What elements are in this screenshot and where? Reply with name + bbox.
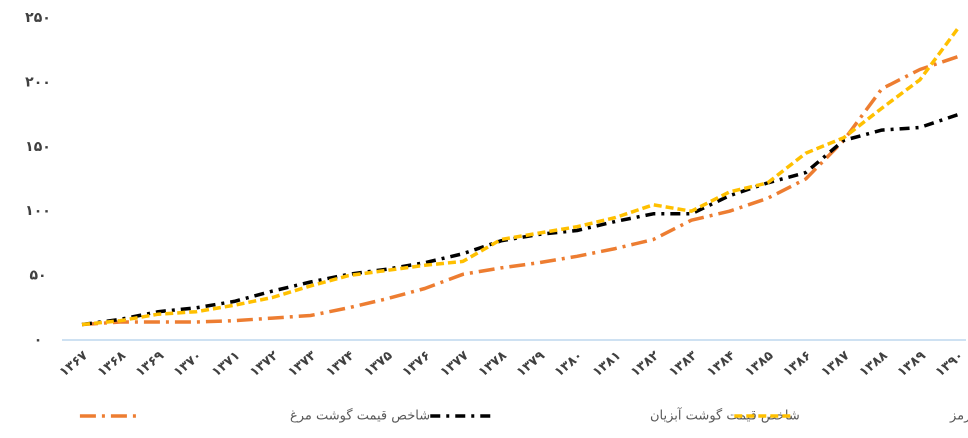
legend-label: شاخص قیمت گوشت مرغ (290, 408, 430, 424)
y-tick-label: ۱۵۰ (25, 139, 51, 155)
x-tick-label: ۱۳۷۱ (209, 348, 243, 380)
x-tick-label: ۱۳۸۹ (895, 348, 929, 380)
series-line (81, 54, 959, 327)
x-tick-label: ۱۳۷۴ (323, 348, 357, 380)
y-tick-label: ۲۰۰ (25, 74, 51, 90)
legend-label: شاخص قیمت گوشت قرمز (949, 408, 968, 424)
x-tick-label: ۱۳۷۹ (514, 348, 548, 380)
x-tick-label: ۱۳۸۲ (628, 348, 662, 380)
x-tick-label: ۱۳۸۶ (781, 348, 815, 380)
x-tick-label: ۱۳۸۴ (704, 348, 738, 380)
x-tick-label: ۱۳۷۰ (171, 348, 205, 380)
series-line (81, 112, 959, 327)
x-tick-label: ۱۳۸۳ (666, 348, 700, 380)
x-tick-label: ۱۳۷۷ (438, 348, 472, 380)
y-tick-label: ۰ (34, 332, 43, 348)
x-tick-label: ۱۳۷۵ (362, 348, 396, 380)
x-tick-label: ۱۳۹۰ (933, 348, 967, 380)
x-tick-label: ۱۳۸۱ (590, 348, 624, 380)
x-tick-label: ۱۳۶۹ (133, 348, 167, 380)
x-tick-label: ۱۳۶۸ (95, 348, 129, 380)
y-tick-label: ۱۰۰ (25, 203, 51, 219)
x-tick-label: ۱۳۶۷ (57, 348, 91, 380)
x-tick-label: ۱۳۸۰ (552, 348, 586, 380)
x-tick-label: ۱۳۷۸ (476, 348, 510, 380)
series-line (81, 27, 960, 327)
x-tick-label: ۱۳۷۶ (400, 348, 434, 380)
legend-label: شاخص قیمت گوشت آبزیان (650, 407, 800, 424)
x-tick-label: ۱۳۷۲ (247, 348, 281, 380)
x-tick-label: ۱۳۷۳ (285, 348, 319, 380)
x-tick-label: ۱۳۸۸ (857, 348, 891, 380)
y-tick-label: ۵۰ (29, 268, 46, 284)
y-tick-label: ۲۵۰ (25, 10, 51, 26)
x-tick-label: ۱۳۸۵ (742, 348, 776, 380)
x-tick-label: ۱۳۸۷ (819, 348, 853, 380)
